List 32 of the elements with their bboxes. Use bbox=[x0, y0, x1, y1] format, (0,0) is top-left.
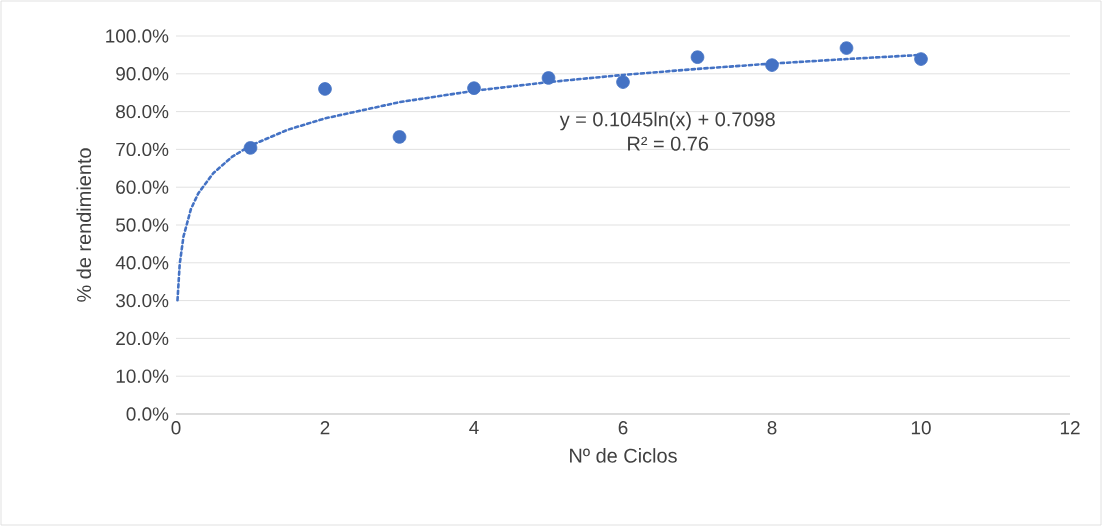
y-tick-label: 50.0% bbox=[116, 218, 169, 232]
y-tick-label: 90.0% bbox=[116, 67, 169, 81]
y-tick-label: 60.0% bbox=[116, 180, 169, 194]
x-axis-title: Nº de Ciclos bbox=[570, 448, 677, 463]
x-tick-label: 10 bbox=[911, 421, 931, 435]
y-tick-label: 0.0% bbox=[126, 407, 169, 421]
point bbox=[318, 82, 332, 96]
x-tick-label: 6 bbox=[618, 421, 628, 435]
y-tick-label: 30.0% bbox=[116, 293, 169, 308]
y-tick-label: 10.0% bbox=[116, 369, 169, 383]
point bbox=[765, 58, 779, 72]
annotation: y = 0.1045ln(x) + 0.7098 bbox=[559, 111, 775, 131]
x-tick-label: 2 bbox=[320, 421, 330, 435]
annotation: R² = 0.76 bbox=[628, 136, 709, 151]
y-tick-label: 70.0% bbox=[116, 142, 169, 157]
x-tick-label: 0 bbox=[171, 421, 181, 435]
point bbox=[467, 81, 481, 95]
y-tick-label: 20.0% bbox=[116, 331, 169, 346]
y-axis-title: % de rendimiento bbox=[76, 148, 92, 302]
point bbox=[616, 75, 630, 89]
x-tick-label: 4 bbox=[469, 421, 479, 435]
point bbox=[839, 41, 854, 55]
x-tick-label: 12 bbox=[1060, 421, 1080, 435]
y-tick-label: 80.0% bbox=[116, 104, 169, 119]
point bbox=[541, 71, 556, 85]
x-tick-label: 8 bbox=[767, 421, 777, 435]
point bbox=[690, 50, 705, 64]
y-tick-label: 100.0% bbox=[106, 29, 169, 43]
point bbox=[914, 52, 928, 66]
point bbox=[243, 141, 258, 155]
point bbox=[392, 130, 407, 144]
y-tick-label: 40.0% bbox=[115, 256, 169, 270]
